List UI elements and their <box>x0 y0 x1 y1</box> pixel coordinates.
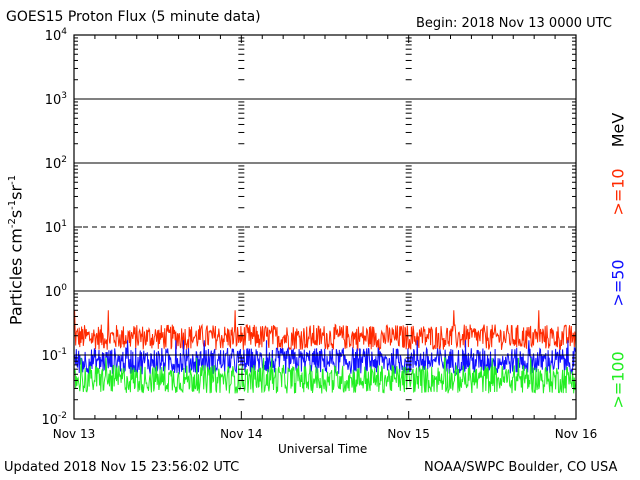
y-tick-label: 104 <box>45 27 68 44</box>
y-tick-label: 10-1 <box>41 347 67 364</box>
legend-unit-label: MeV <box>608 112 628 148</box>
x-axis-label: Universal Time <box>278 442 368 456</box>
begin-date: Begin: 2018 Nov 13 0000 UTC <box>416 16 612 31</box>
legend-label-10mev: >=10 <box>608 168 628 216</box>
chart-title: GOES15 Proton Flux (5 minute data) <box>6 9 261 25</box>
updated-timestamp: Updated 2018 Nov 15 23:56:02 UTC <box>4 460 240 475</box>
series-line->=10 <box>73 310 577 351</box>
plot-frame <box>73 34 577 420</box>
series-line->=100 <box>73 357 577 394</box>
y-tick-label: 102 <box>45 155 67 172</box>
tick-labels: 10-2 10-1 100 101 102 103 104 Nov 13 Nov 14 Nov 1… <box>41 27 597 441</box>
series-layer <box>73 310 577 394</box>
legend-label-100mev: >=100 <box>608 351 628 409</box>
legend-label-50mev: >=50 <box>608 259 628 307</box>
x-tick-label: Nov 13 <box>53 427 96 441</box>
x-tick-label: Nov 16 <box>555 427 598 441</box>
y-tick-label: 100 <box>45 283 68 300</box>
x-tick-label: Nov 15 <box>387 427 430 441</box>
y-tick-label: 103 <box>45 91 67 108</box>
credit-text: NOAA/SWPC Boulder, CO USA <box>424 460 618 475</box>
threshold-lines <box>74 98 576 356</box>
y-tick-label: 10-2 <box>41 411 67 428</box>
x-tick-label: Nov 14 <box>220 427 263 441</box>
y-tick-label: 101 <box>45 219 67 236</box>
